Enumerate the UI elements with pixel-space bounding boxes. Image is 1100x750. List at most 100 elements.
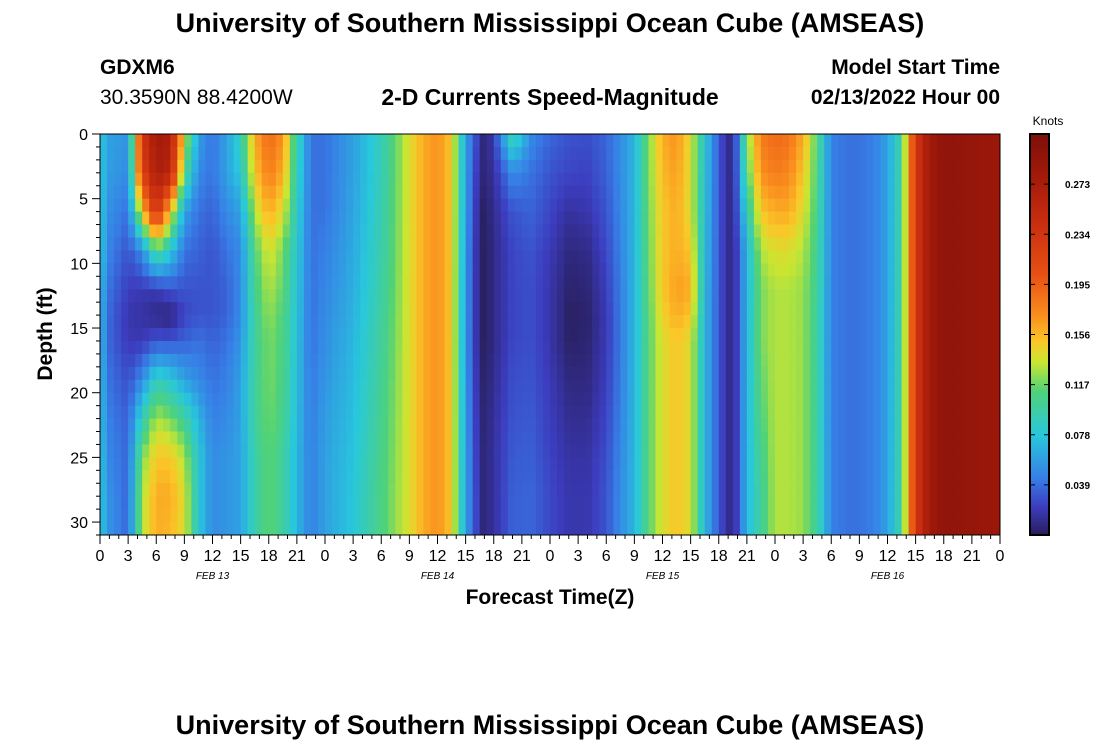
heatmap-cell [838, 522, 846, 535]
heatmap-cell [978, 146, 987, 161]
heatmap-cell [325, 366, 333, 381]
heatmap-cell [205, 276, 214, 290]
heatmap-cell [296, 457, 305, 471]
heatmap-cell [163, 431, 171, 446]
heatmap-cell [887, 509, 896, 523]
heatmap-cell [564, 289, 572, 303]
heatmap-cell [992, 211, 1000, 226]
heatmap-cell [908, 418, 917, 433]
heatmap-cell [866, 134, 875, 148]
heatmap-cell [177, 172, 185, 187]
heatmap-cell [915, 159, 924, 174]
heatmap-cell [423, 496, 432, 510]
heatmap-cell [725, 353, 734, 368]
heatmap-cell [824, 522, 832, 535]
heatmap-cell [866, 224, 875, 239]
heatmap-cell [578, 496, 586, 510]
heatmap-cell [388, 405, 396, 420]
heatmap-cell [571, 237, 579, 252]
heatmap-cell [957, 457, 966, 471]
heatmap-cell [957, 211, 966, 226]
heatmap-cell [402, 224, 410, 239]
heatmap-cell [303, 276, 312, 290]
heatmap-cell [578, 185, 586, 200]
heatmap-cell [184, 483, 193, 497]
heatmap-cell [303, 483, 312, 497]
heatmap-cell [887, 250, 896, 264]
heatmap-cell [732, 405, 741, 420]
heatmap-cell [226, 276, 235, 290]
heatmap-cell [725, 276, 734, 290]
heatmap-cell [655, 509, 664, 523]
heatmap-cell [198, 405, 207, 420]
heatmap-cell [725, 302, 734, 316]
heatmap-cell [894, 457, 903, 471]
heatmap-cell [437, 198, 446, 213]
heatmap-cell [514, 405, 523, 420]
heatmap-cell [964, 302, 973, 316]
heatmap-cell [852, 353, 860, 368]
heatmap-cell [655, 211, 664, 226]
heatmap-cell [620, 457, 628, 471]
heatmap-cell [289, 250, 298, 264]
heatmap-cell [992, 444, 1000, 458]
model-start-label: Model Start Time [831, 56, 1000, 79]
heatmap-cell [585, 379, 593, 394]
heatmap-cell [943, 379, 952, 394]
heatmap-cell [346, 289, 354, 303]
heatmap-cell [824, 237, 832, 252]
heatmap-cell [142, 263, 150, 277]
heatmap-cell [662, 237, 671, 252]
heatmap-cell [753, 353, 762, 368]
heatmap-cell [254, 134, 263, 148]
heatmap-cell [212, 211, 221, 226]
heatmap-cell [894, 198, 903, 213]
heatmap-cell [458, 340, 467, 355]
heatmap-cell [985, 263, 994, 277]
heatmap-cell [212, 276, 221, 290]
heatmap-cell [254, 172, 263, 187]
heatmap-cell [128, 211, 136, 226]
heatmap-cell [971, 366, 980, 381]
heatmap-cell [233, 444, 242, 458]
heatmap-cell [339, 185, 347, 200]
heatmap-cell [367, 198, 375, 213]
heatmap-cell [430, 340, 439, 355]
heatmap-cell [409, 146, 418, 161]
heatmap-cell [247, 431, 256, 446]
heatmap-cell [985, 172, 994, 187]
heatmap-cell [746, 276, 755, 290]
heatmap-cell [648, 263, 657, 277]
heatmap-cell [746, 185, 755, 200]
heatmap-cell [957, 159, 966, 174]
heatmap-cell [114, 522, 122, 535]
heatmap-cell [725, 509, 734, 523]
heatmap-cell [521, 134, 530, 148]
heatmap-cell [908, 302, 917, 316]
heatmap-cell [114, 263, 122, 277]
heatmap-cell [606, 418, 614, 433]
heatmap-cell [472, 444, 481, 458]
heatmap-cell [198, 353, 207, 368]
heatmap-cell [887, 237, 896, 252]
heatmap-cell [641, 250, 650, 264]
heatmap-cell [114, 276, 122, 290]
heatmap-cell [107, 276, 115, 290]
heatmap-cell [929, 405, 938, 420]
heatmap-cell [177, 379, 185, 394]
heatmap-cell [859, 263, 868, 277]
y-tick-label: 20 [70, 386, 88, 403]
heatmap-cell [479, 315, 488, 329]
heatmap-cell [957, 340, 966, 355]
heatmap-cell [704, 483, 713, 497]
heatmap-cell [261, 379, 270, 394]
heatmap-cell [915, 198, 924, 213]
heatmap-cell [198, 134, 207, 148]
heatmap-cell [346, 522, 354, 535]
heatmap-cell [177, 302, 185, 316]
heatmap-cell [669, 392, 678, 407]
heatmap-cell [711, 224, 720, 239]
heatmap-cell [852, 146, 860, 161]
heatmap-cell [360, 405, 368, 420]
heatmap-cell [289, 392, 298, 407]
